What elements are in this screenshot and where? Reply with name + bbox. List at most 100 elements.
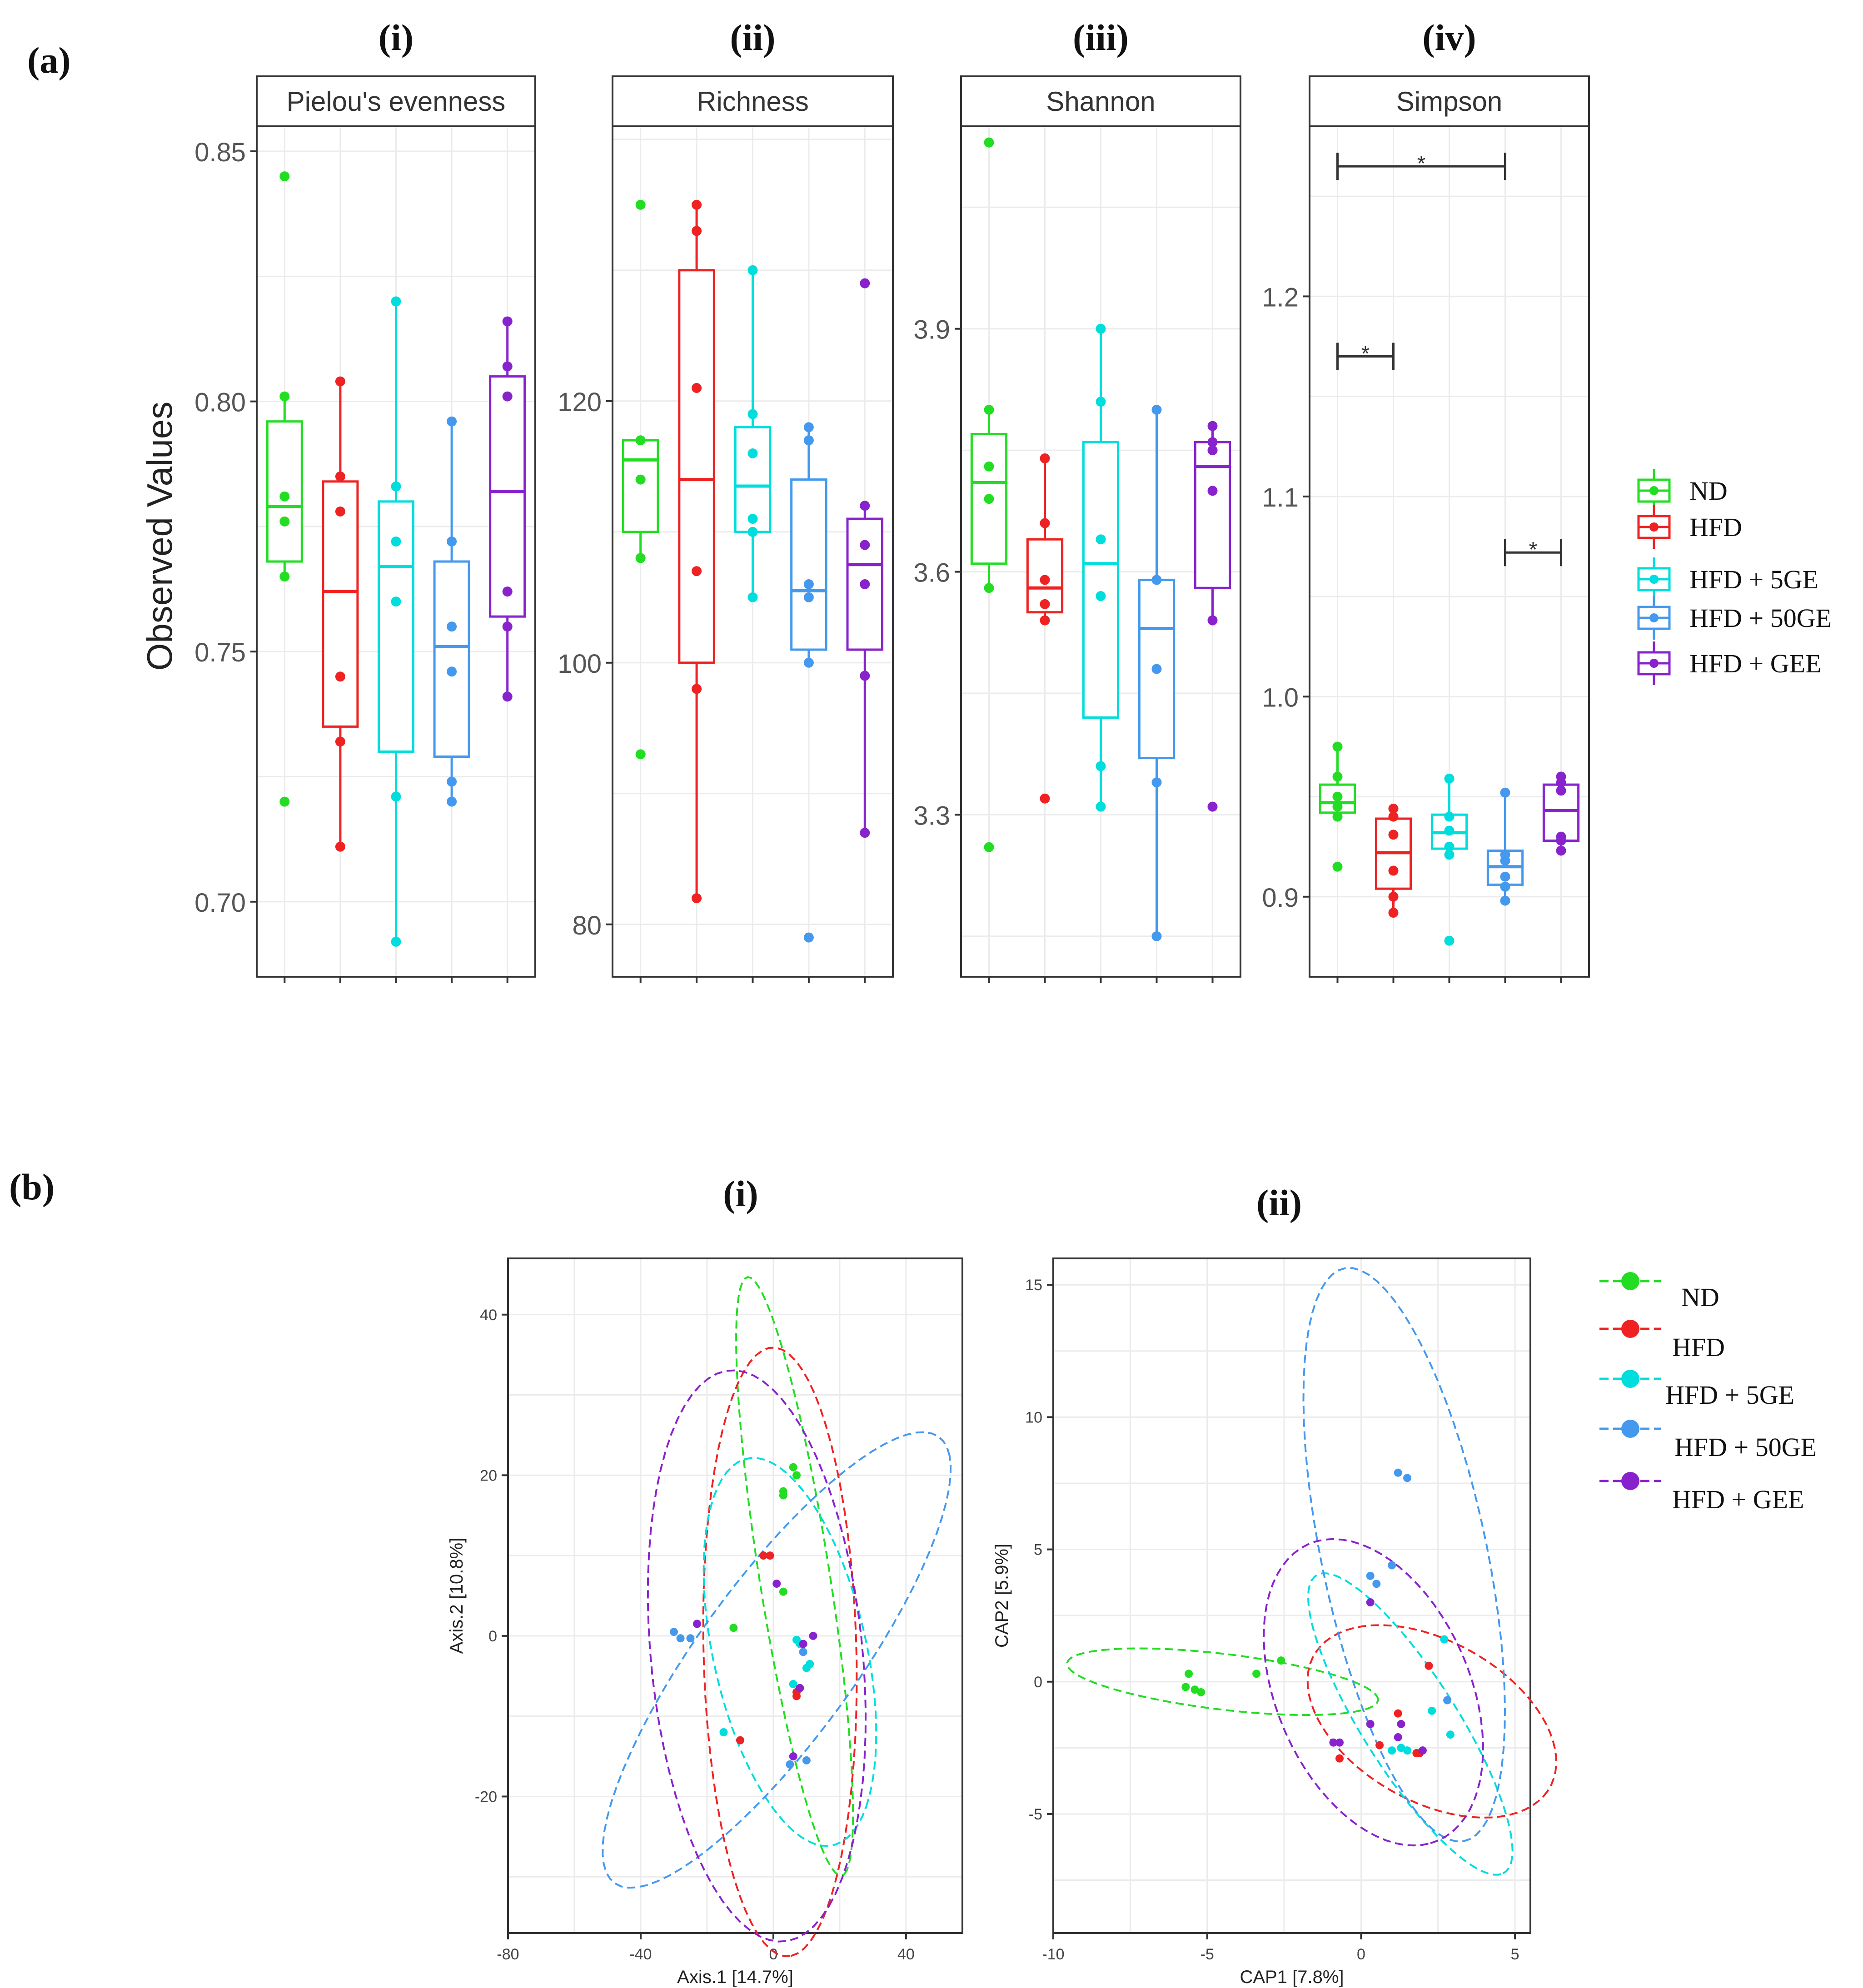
beta-diversity-panels: (i) -80 -40 0 40 -20 0 20 40 Axis.1 [14.7%] Axis.2… xyxy=(447,1173,1557,1987)
data-point xyxy=(279,391,290,402)
y-tick-label: 40 xyxy=(480,1307,497,1324)
data-point xyxy=(1425,1661,1433,1670)
data-point xyxy=(1252,1670,1261,1678)
data-point xyxy=(984,137,994,148)
data-point xyxy=(1388,908,1399,918)
data-point xyxy=(1394,1709,1402,1718)
data-point xyxy=(1332,791,1343,802)
plot-frame xyxy=(507,1257,963,1934)
data-point xyxy=(779,1587,787,1596)
facet-title: Shannon xyxy=(1046,86,1155,117)
legend-item: HFD + GEE xyxy=(1637,641,1821,685)
data-point xyxy=(686,1634,695,1643)
data-point xyxy=(736,1736,744,1744)
data-point xyxy=(692,684,702,694)
data-point xyxy=(1366,1571,1375,1580)
data-point xyxy=(759,1551,768,1560)
data-point xyxy=(1040,575,1050,585)
data-point xyxy=(669,1628,678,1636)
data-point xyxy=(1332,801,1343,812)
significance-label: * xyxy=(1529,538,1538,562)
y-tick-label: 0.80 xyxy=(194,388,246,417)
legend-label: HFD xyxy=(1672,1332,1725,1362)
data-point xyxy=(1388,811,1399,822)
y-axis-title: Axis.2 [10.8%] xyxy=(447,1538,467,1654)
data-point xyxy=(1332,861,1343,872)
data-point xyxy=(1388,865,1399,876)
legend-item: HFD xyxy=(1637,505,1742,549)
legend-item: HFD + 50GE xyxy=(1637,596,1832,640)
legend-label: HFD + GEE xyxy=(1689,649,1821,678)
data-point xyxy=(1207,421,1218,431)
confidence-ellipse xyxy=(1306,1624,1557,1819)
data-point xyxy=(747,592,758,602)
data-point xyxy=(792,1692,801,1700)
data-point xyxy=(984,583,994,593)
data-point xyxy=(1096,761,1106,771)
boxplot-panel: (iii) Shannon 3.3 3.6 3.9 xyxy=(913,17,1241,983)
box-hfd xyxy=(322,376,359,852)
x-tick-label: -40 xyxy=(629,1946,652,1963)
boxplot-panel: (ii) Richness 80 100 120 xyxy=(558,17,894,983)
legend-label: HFD + 5GE xyxy=(1689,565,1818,594)
box-hfd xyxy=(678,199,715,904)
data-point xyxy=(1335,1738,1344,1747)
legend-key-point xyxy=(1649,522,1659,532)
data-point xyxy=(1388,830,1399,840)
data-point xyxy=(786,1760,794,1769)
panel-roman-label: (iv) xyxy=(1422,17,1476,58)
data-point xyxy=(502,316,513,327)
panel-label-b: (b) xyxy=(9,1166,55,1208)
data-point xyxy=(447,416,457,427)
data-point xyxy=(1096,534,1106,545)
box-nd xyxy=(266,171,303,807)
data-point xyxy=(279,572,290,582)
data-point xyxy=(335,471,345,482)
data-point xyxy=(1556,785,1566,796)
facet-strip xyxy=(960,75,1241,127)
x-tick-label: 0 xyxy=(1357,1946,1365,1963)
data-point xyxy=(391,481,401,492)
data-point xyxy=(635,553,646,563)
box-iqr xyxy=(377,500,415,753)
data-point xyxy=(391,936,401,947)
box-hfd-gee xyxy=(846,278,884,838)
data-point xyxy=(803,657,814,668)
significance-label: * xyxy=(1361,342,1370,366)
data-point xyxy=(860,278,870,288)
data-point xyxy=(792,1635,801,1644)
data-point xyxy=(1444,811,1455,822)
data-point xyxy=(1332,741,1343,752)
data-point xyxy=(279,796,290,807)
data-point xyxy=(1444,825,1455,836)
legend-key-point xyxy=(1649,486,1659,495)
data-point xyxy=(1403,1746,1412,1755)
legend-label: HFD + 50GE xyxy=(1689,603,1832,633)
box-hfd xyxy=(1026,453,1064,804)
data-point xyxy=(279,491,290,502)
legend-key-point xyxy=(1621,1272,1639,1290)
data-point xyxy=(447,666,457,677)
data-point xyxy=(1151,664,1162,674)
legend-item: HFD xyxy=(1599,1320,1725,1362)
y-tick-label: 100 xyxy=(558,649,602,679)
y-tick-label: 0 xyxy=(488,1628,497,1645)
data-point xyxy=(1040,615,1050,626)
data-point xyxy=(635,199,646,210)
panel-roman-label: (iii) xyxy=(1073,17,1129,58)
confidence-ellipse xyxy=(602,1431,952,1889)
data-point xyxy=(391,536,401,547)
data-point xyxy=(1151,931,1162,941)
facet-strip xyxy=(256,75,536,127)
data-point xyxy=(796,1684,804,1692)
x-axis-title: Axis.1 [14.7%] xyxy=(677,1967,793,1987)
box-hfd-50ge xyxy=(1138,405,1176,941)
confidence-ellipse xyxy=(735,1276,854,1877)
data-point xyxy=(747,527,758,537)
data-point xyxy=(1388,804,1399,814)
facet-strip xyxy=(1309,75,1590,127)
data-point xyxy=(806,1660,814,1668)
data-point xyxy=(984,405,994,415)
confidence-ellipse xyxy=(1307,1572,1514,1876)
